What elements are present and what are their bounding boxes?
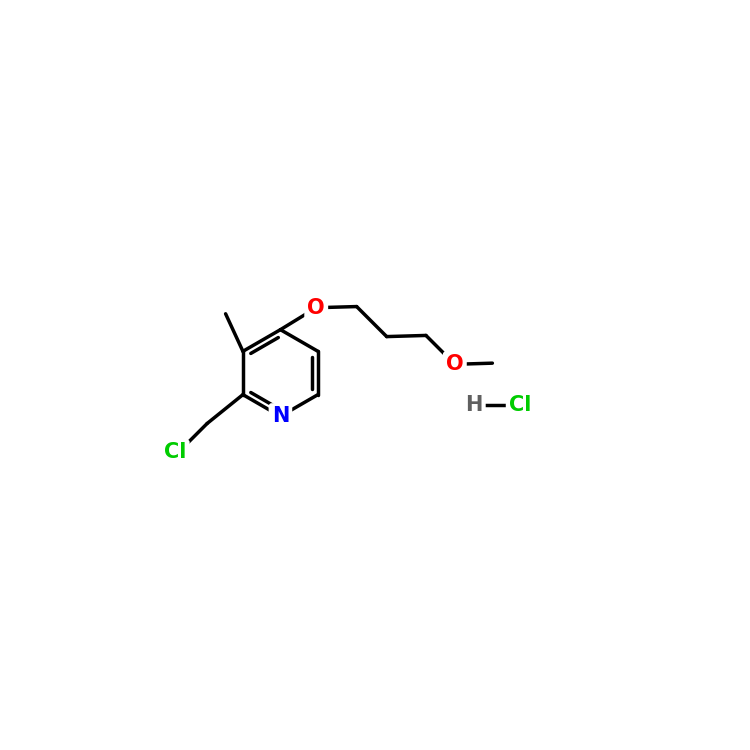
Text: O: O bbox=[446, 354, 464, 374]
Text: Cl: Cl bbox=[164, 442, 187, 463]
Text: O: O bbox=[308, 298, 325, 318]
Text: Cl: Cl bbox=[509, 394, 531, 415]
Text: H: H bbox=[465, 394, 482, 415]
Text: N: N bbox=[272, 406, 289, 426]
